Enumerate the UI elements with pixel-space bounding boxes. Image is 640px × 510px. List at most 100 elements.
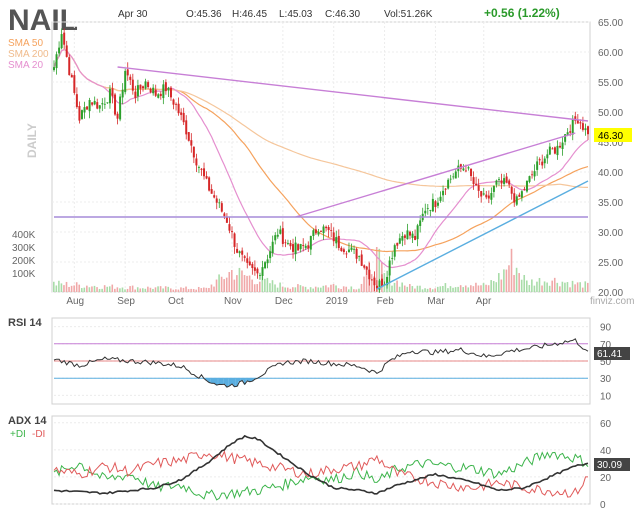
candle-body <box>505 176 508 183</box>
volume-bar <box>510 248 513 292</box>
volume-bar <box>457 286 459 292</box>
candle-body <box>256 268 259 274</box>
candle-body <box>111 88 114 97</box>
volume-bar <box>569 287 571 292</box>
volume-bar <box>327 287 330 292</box>
price-tick-label: 60.00 <box>598 48 623 59</box>
sma-200-line <box>53 48 588 188</box>
candle-body <box>335 237 338 244</box>
volume-bar <box>431 289 434 292</box>
volume-bar <box>498 273 500 292</box>
volume-bar <box>490 280 492 292</box>
volume-bar <box>528 285 531 292</box>
candle-body <box>103 103 106 105</box>
volume-tick-label: 300K <box>12 243 36 254</box>
candle-body <box>559 145 562 148</box>
volume-bar <box>462 287 464 292</box>
candle-body <box>409 231 411 236</box>
volume-bar <box>276 287 279 292</box>
volume-bar <box>436 286 439 292</box>
volume-bar <box>375 247 378 292</box>
candle-body <box>164 82 167 92</box>
volume-bar <box>579 282 581 292</box>
volume-bar <box>139 288 142 292</box>
header-change: +0.56 (1.22%) <box>484 6 560 20</box>
volume-bar <box>475 282 477 292</box>
volume-bar <box>459 285 462 292</box>
month-label: Aug <box>66 296 84 307</box>
volume-bar <box>485 284 487 292</box>
candle-body <box>192 146 195 158</box>
volume-bar <box>495 282 498 292</box>
month-label: Nov <box>224 296 242 307</box>
candle-body <box>162 84 165 99</box>
volume-bar <box>317 287 320 292</box>
candle-body <box>337 235 340 248</box>
volume-bar <box>169 288 172 292</box>
volume-bar <box>131 285 134 292</box>
volume-bar <box>192 289 195 292</box>
candle-body <box>332 232 335 242</box>
candle-body <box>149 88 152 93</box>
volume-bar <box>419 285 421 292</box>
month-label: Apr <box>476 296 492 307</box>
candle-body <box>411 233 414 238</box>
candle-body <box>286 242 289 244</box>
candle-body <box>299 244 302 250</box>
volume-bar <box>536 281 538 292</box>
minus-di-line <box>53 450 588 498</box>
candle-body <box>246 258 249 263</box>
candle-body <box>347 249 350 253</box>
candle-body <box>482 193 485 195</box>
candle-body <box>119 96 122 120</box>
candle-body <box>261 267 264 276</box>
candle-body <box>129 76 132 80</box>
adx-tick-label: 40 <box>600 446 612 457</box>
volume-bar <box>154 287 157 292</box>
volume-bar <box>309 287 312 292</box>
volume-bar <box>190 288 192 292</box>
candle-body <box>406 230 409 240</box>
candle-body <box>292 244 295 252</box>
candle-body <box>187 132 190 141</box>
candle-body <box>269 251 272 259</box>
candle-body <box>121 89 124 98</box>
candle-body <box>96 102 99 109</box>
rsi-oversold-fill <box>202 378 259 388</box>
candle-body <box>144 81 147 89</box>
volume-bar <box>83 287 86 292</box>
volume-bar <box>411 286 414 292</box>
volume-tick-label: 100K <box>12 269 36 280</box>
volume-bar <box>241 270 243 292</box>
candle-body <box>355 248 358 259</box>
candle-body <box>574 116 577 121</box>
volume-bar <box>325 285 327 292</box>
sma-50-legend: SMA 50 <box>8 38 43 49</box>
candle-body <box>464 170 467 172</box>
candle-body <box>159 93 162 97</box>
candle-body <box>93 100 96 105</box>
price-tick-label: 30.00 <box>598 228 623 239</box>
volume-bar <box>152 288 154 292</box>
volume-bar <box>398 286 401 292</box>
rsi-title: RSI 14 <box>8 317 43 329</box>
price-tick-label: 45.00 <box>598 138 623 149</box>
volume-bar <box>566 282 569 292</box>
adx-tick-label: 60 <box>600 419 612 430</box>
volume-bar <box>80 288 83 292</box>
candle-body <box>218 202 221 204</box>
candle-body <box>381 278 384 287</box>
plus-di-line <box>53 451 589 501</box>
volume-bar <box>581 287 584 292</box>
candle-body <box>124 70 127 93</box>
volume-bar <box>195 289 197 292</box>
candle-body <box>584 128 587 131</box>
candle-body <box>520 191 523 198</box>
candle-body <box>431 198 434 212</box>
volume-bar <box>111 284 114 292</box>
volume-bar <box>403 285 406 292</box>
adx-tick-label: 20 <box>600 473 612 484</box>
adx-tick-label: 0 <box>600 500 606 510</box>
volume-bar <box>149 287 152 292</box>
